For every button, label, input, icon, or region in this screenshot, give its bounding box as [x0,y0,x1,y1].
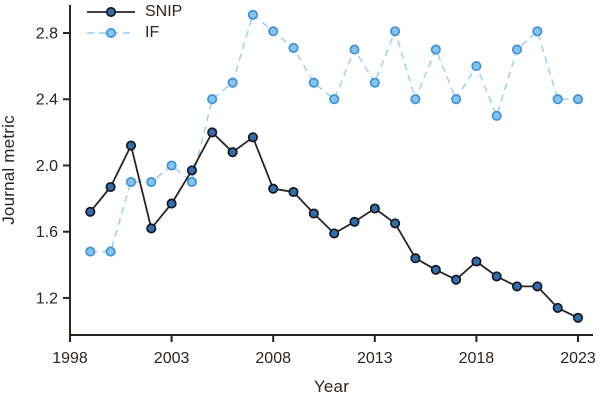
snip-marker [186,165,197,176]
snip-marker [451,274,462,285]
snip-marker [308,208,319,219]
snip-marker [572,312,584,323]
if-marker [247,9,258,20]
x-tick-label: 2013 [357,350,393,367]
legend: SNIP IF [86,1,182,43]
legend-label-snip: SNIP [145,2,183,20]
if-marker [410,94,421,105]
if-line-sample-icon [87,27,135,38]
legend-label-if: IF [145,23,160,41]
if-marker [451,94,462,105]
snip-marker [329,228,340,239]
if-marker [390,26,401,37]
snip-marker [268,183,279,194]
x-tick-label: 2023 [560,350,596,367]
y-tick-label: 2.8 [36,26,58,43]
snip-marker [166,198,177,209]
snip-marker [532,281,543,292]
if-marker [552,94,563,105]
y-tick-label: 1.6 [36,224,58,241]
snip-marker [85,206,96,217]
snip-marker [349,216,360,227]
x-tick-label: 2018 [459,350,495,367]
if-marker [186,176,197,188]
if-marker [308,77,319,88]
if-marker [511,44,523,55]
if-marker [369,77,380,88]
if-marker [146,176,157,188]
if-marker [430,44,441,55]
x-tick-label: 1998 [52,350,88,367]
if-marker [268,26,279,37]
snip-marker [288,186,299,198]
if-marker [349,44,360,55]
snip-marker [471,256,482,267]
snip-marker [105,181,116,193]
if-marker [207,94,218,105]
x-tick-label: 2008 [255,350,291,367]
snip-marker [511,281,523,292]
if-line [90,14,578,253]
if-marker [288,42,299,53]
snip-marker [552,302,563,313]
snip-marker [430,264,441,275]
y-tick-label: 2.4 [36,92,58,109]
if-marker [572,94,584,105]
x-axis-title: Year [313,377,350,396]
legend-item-snip: SNIP [86,1,182,22]
legend-item-if: IF [86,22,182,43]
snip-marker [491,271,502,282]
snip-marker [369,203,380,214]
snip-marker [227,147,238,158]
snip-marker [247,132,258,143]
if-marker [85,246,96,257]
y-axis-title: Journal metric [0,115,18,225]
if-marker [491,110,502,121]
snip-marker [410,253,421,264]
y-tick-label: 1.2 [36,290,58,307]
if-marker [105,246,116,257]
snip-marker [146,223,157,234]
snip-marker [390,218,401,229]
if-marker [532,26,543,37]
snip-line-sample-icon [87,6,135,17]
snip-line [89,131,579,319]
if-marker [227,77,238,88]
x-tick-label: 2003 [154,350,190,367]
snip-marker [207,127,218,138]
snip-marker [125,140,137,151]
y-tick-label: 2.0 [36,158,58,175]
if-marker [166,160,177,171]
if-marker [125,176,137,188]
if-marker [471,61,482,72]
if-marker [329,94,340,105]
